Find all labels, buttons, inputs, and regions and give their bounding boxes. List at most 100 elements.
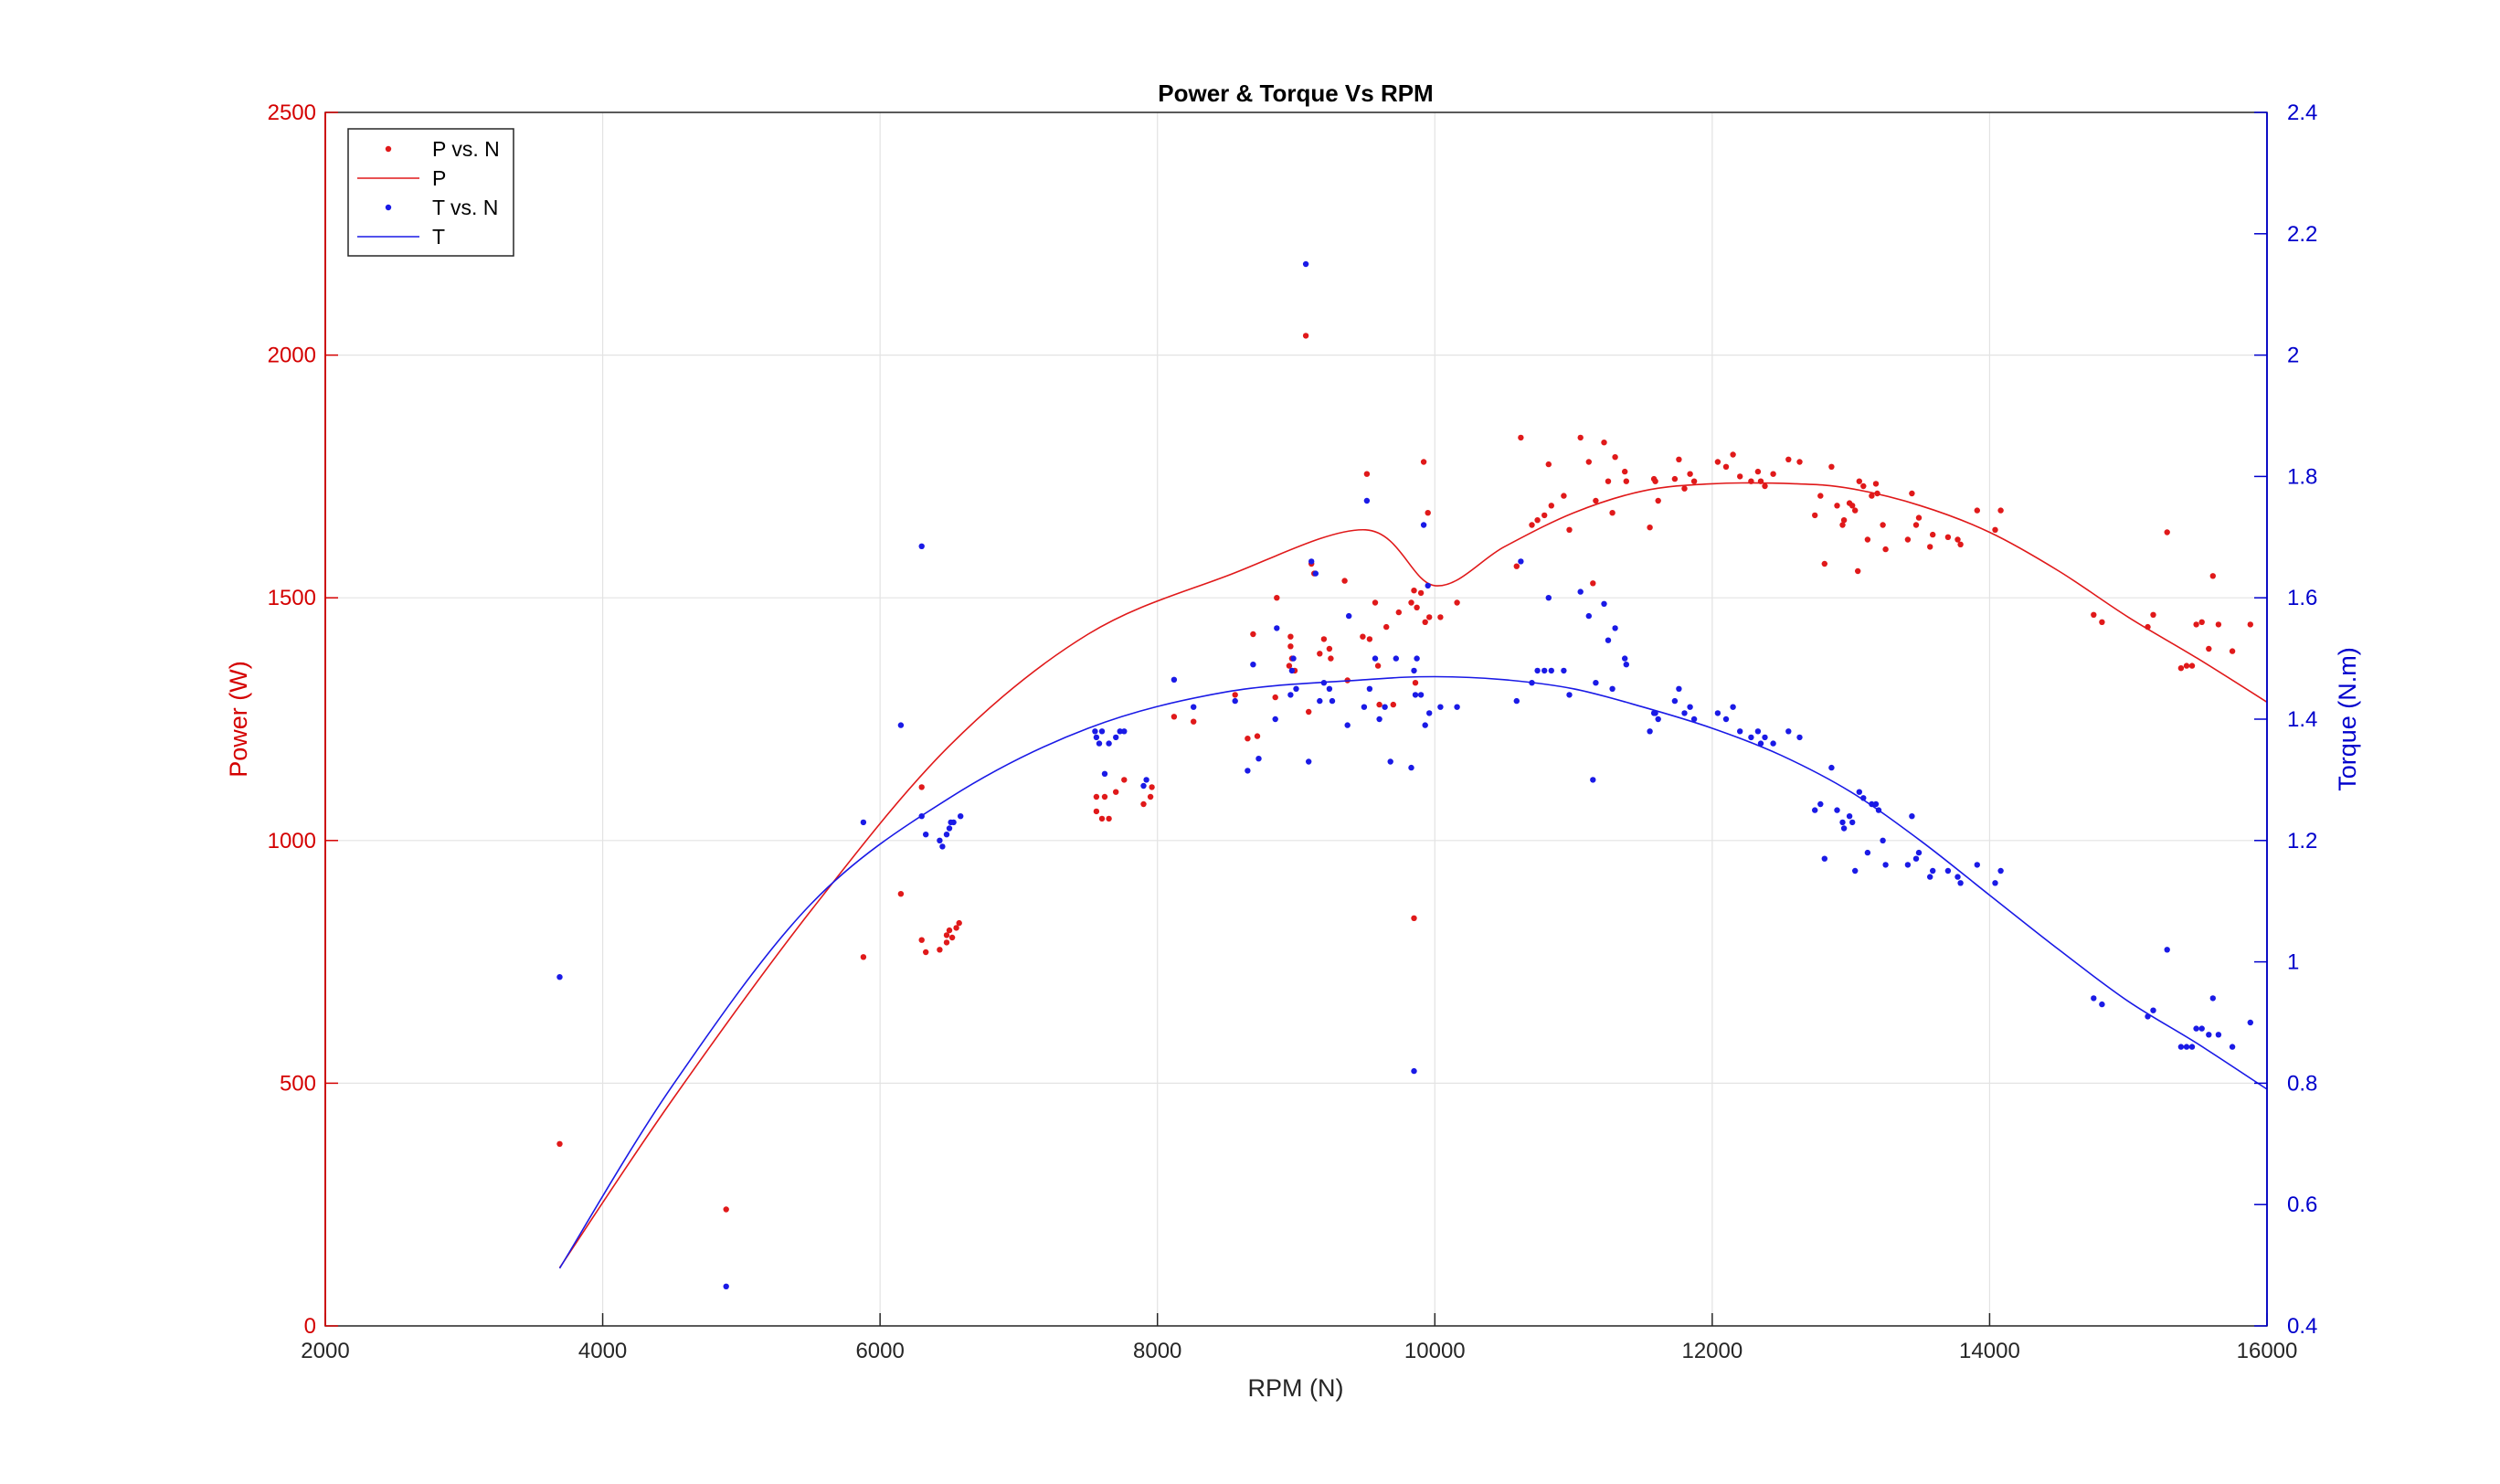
power-data-point [1566, 526, 1573, 533]
torque-data-point [1997, 867, 2004, 874]
torque-data-point [1245, 768, 1251, 774]
torque-data-point [1714, 710, 1721, 716]
power-data-point [1855, 567, 1861, 575]
power-data-point [2198, 619, 2205, 625]
torque-data-point [2229, 1044, 2236, 1050]
torque-data-point [1974, 862, 1980, 868]
torque-data-point [1647, 728, 1653, 735]
power-data-point [1992, 526, 1998, 533]
power-data-point [1856, 478, 1863, 484]
torque-data-point [1882, 862, 1889, 868]
torque-data-point [1585, 612, 1593, 620]
y-axis-label-left: Power (W) [225, 661, 252, 778]
power-data-point [860, 954, 867, 960]
power-data-point [1171, 714, 1178, 720]
power-data-point [1954, 536, 1961, 543]
power-data-point [2150, 611, 2156, 618]
torque-data-point [918, 543, 925, 549]
torque-data-point [1346, 612, 1352, 620]
power-data-point [1518, 434, 1524, 441]
torque-data-point [1317, 697, 1323, 705]
power-data-point [1585, 459, 1593, 465]
power-data-point [1821, 560, 1828, 567]
power-data-point [1652, 478, 1658, 484]
power-data-point [1286, 662, 1293, 669]
torque-data-point [1411, 1067, 1417, 1075]
power-data-point [1834, 503, 1840, 509]
power-data-point [1864, 536, 1871, 543]
power-data-point [1915, 514, 1923, 521]
power-data-point [1113, 789, 1119, 795]
torque-data-point [2215, 1032, 2222, 1038]
torque-data-point [1425, 582, 1431, 589]
torque-data-point [1232, 697, 1238, 705]
torque-data-point [1308, 558, 1315, 565]
power-data-point [923, 949, 929, 956]
torque-data-point [1737, 728, 1743, 735]
power-data-point [1140, 800, 1147, 808]
power-data-point [1106, 815, 1112, 822]
x-tick-label: 4000 [578, 1339, 627, 1363]
torque-data-point [1412, 692, 1419, 698]
power-data-point [2209, 573, 2216, 579]
power-data-point [1513, 563, 1520, 569]
power-data-point [1577, 434, 1584, 441]
power-data-point [953, 925, 959, 931]
torque-data-point [1290, 655, 1297, 662]
power-data-point [2215, 621, 2222, 628]
torque-data-point [1577, 588, 1584, 595]
power-data-point [723, 1206, 729, 1213]
torque-data-point [1363, 497, 1371, 504]
power-data-point [1101, 793, 1108, 800]
torque-data-point [2188, 1044, 2196, 1050]
torque-data-point [1880, 837, 1886, 843]
torque-data-point [1408, 764, 1414, 771]
torque-data-point [1092, 728, 1098, 735]
torque-data-point [1655, 716, 1661, 723]
torque-data-point [1690, 716, 1698, 723]
power-data-point [1320, 636, 1328, 642]
torque-data-point [1101, 770, 1108, 777]
power-data-point [2229, 648, 2236, 654]
torque-data-point [2099, 1001, 2105, 1008]
torque-data-point [1518, 558, 1524, 565]
torque-data-point [2183, 1044, 2190, 1050]
torque-data-point [1623, 662, 1630, 668]
torque-data-point [1422, 722, 1428, 728]
power-data-point [948, 934, 956, 941]
left-y-tick-label: 0 [304, 1314, 316, 1339]
torque-data-point [1930, 867, 1936, 874]
torque-data-point [2206, 1032, 2212, 1038]
power-data-point [1287, 633, 1294, 640]
power-data-point [2206, 645, 2212, 652]
left-y-tick-label: 1000 [268, 829, 316, 853]
power-data-point [1561, 493, 1567, 499]
power-data-point [1529, 522, 1535, 528]
legend: P vs. N P T vs. N T [347, 128, 514, 257]
power-data-point [2183, 662, 2190, 669]
power-data-point [1690, 478, 1698, 484]
torque-data-point [1417, 692, 1425, 698]
torque-data-point [1757, 740, 1764, 747]
power-data-point [1287, 643, 1294, 650]
torque-data-point [958, 813, 964, 820]
torque-data-point [946, 825, 953, 832]
power-data-point [1676, 456, 1682, 462]
torque-data-point [1287, 692, 1294, 698]
torque-fit-curve [558, 675, 2268, 1269]
torque-data-point [897, 722, 905, 728]
torque-data-point [2198, 1025, 2205, 1032]
torque-data-point [1274, 625, 1280, 631]
torque-data-point [1548, 667, 1555, 674]
torque-data-point [1834, 807, 1840, 813]
power-data-point [1390, 701, 1397, 708]
torque-data-point [1454, 704, 1460, 710]
power-data-point [1601, 440, 1607, 446]
power-data-point [1426, 614, 1433, 620]
torque-data-point [1957, 880, 1964, 886]
power-data-point [1722, 463, 1730, 470]
power-data-point [1622, 468, 1628, 475]
torque-data-point [1912, 855, 1920, 862]
power-data-point [1785, 456, 1792, 462]
torque-data-point [1872, 800, 1880, 808]
